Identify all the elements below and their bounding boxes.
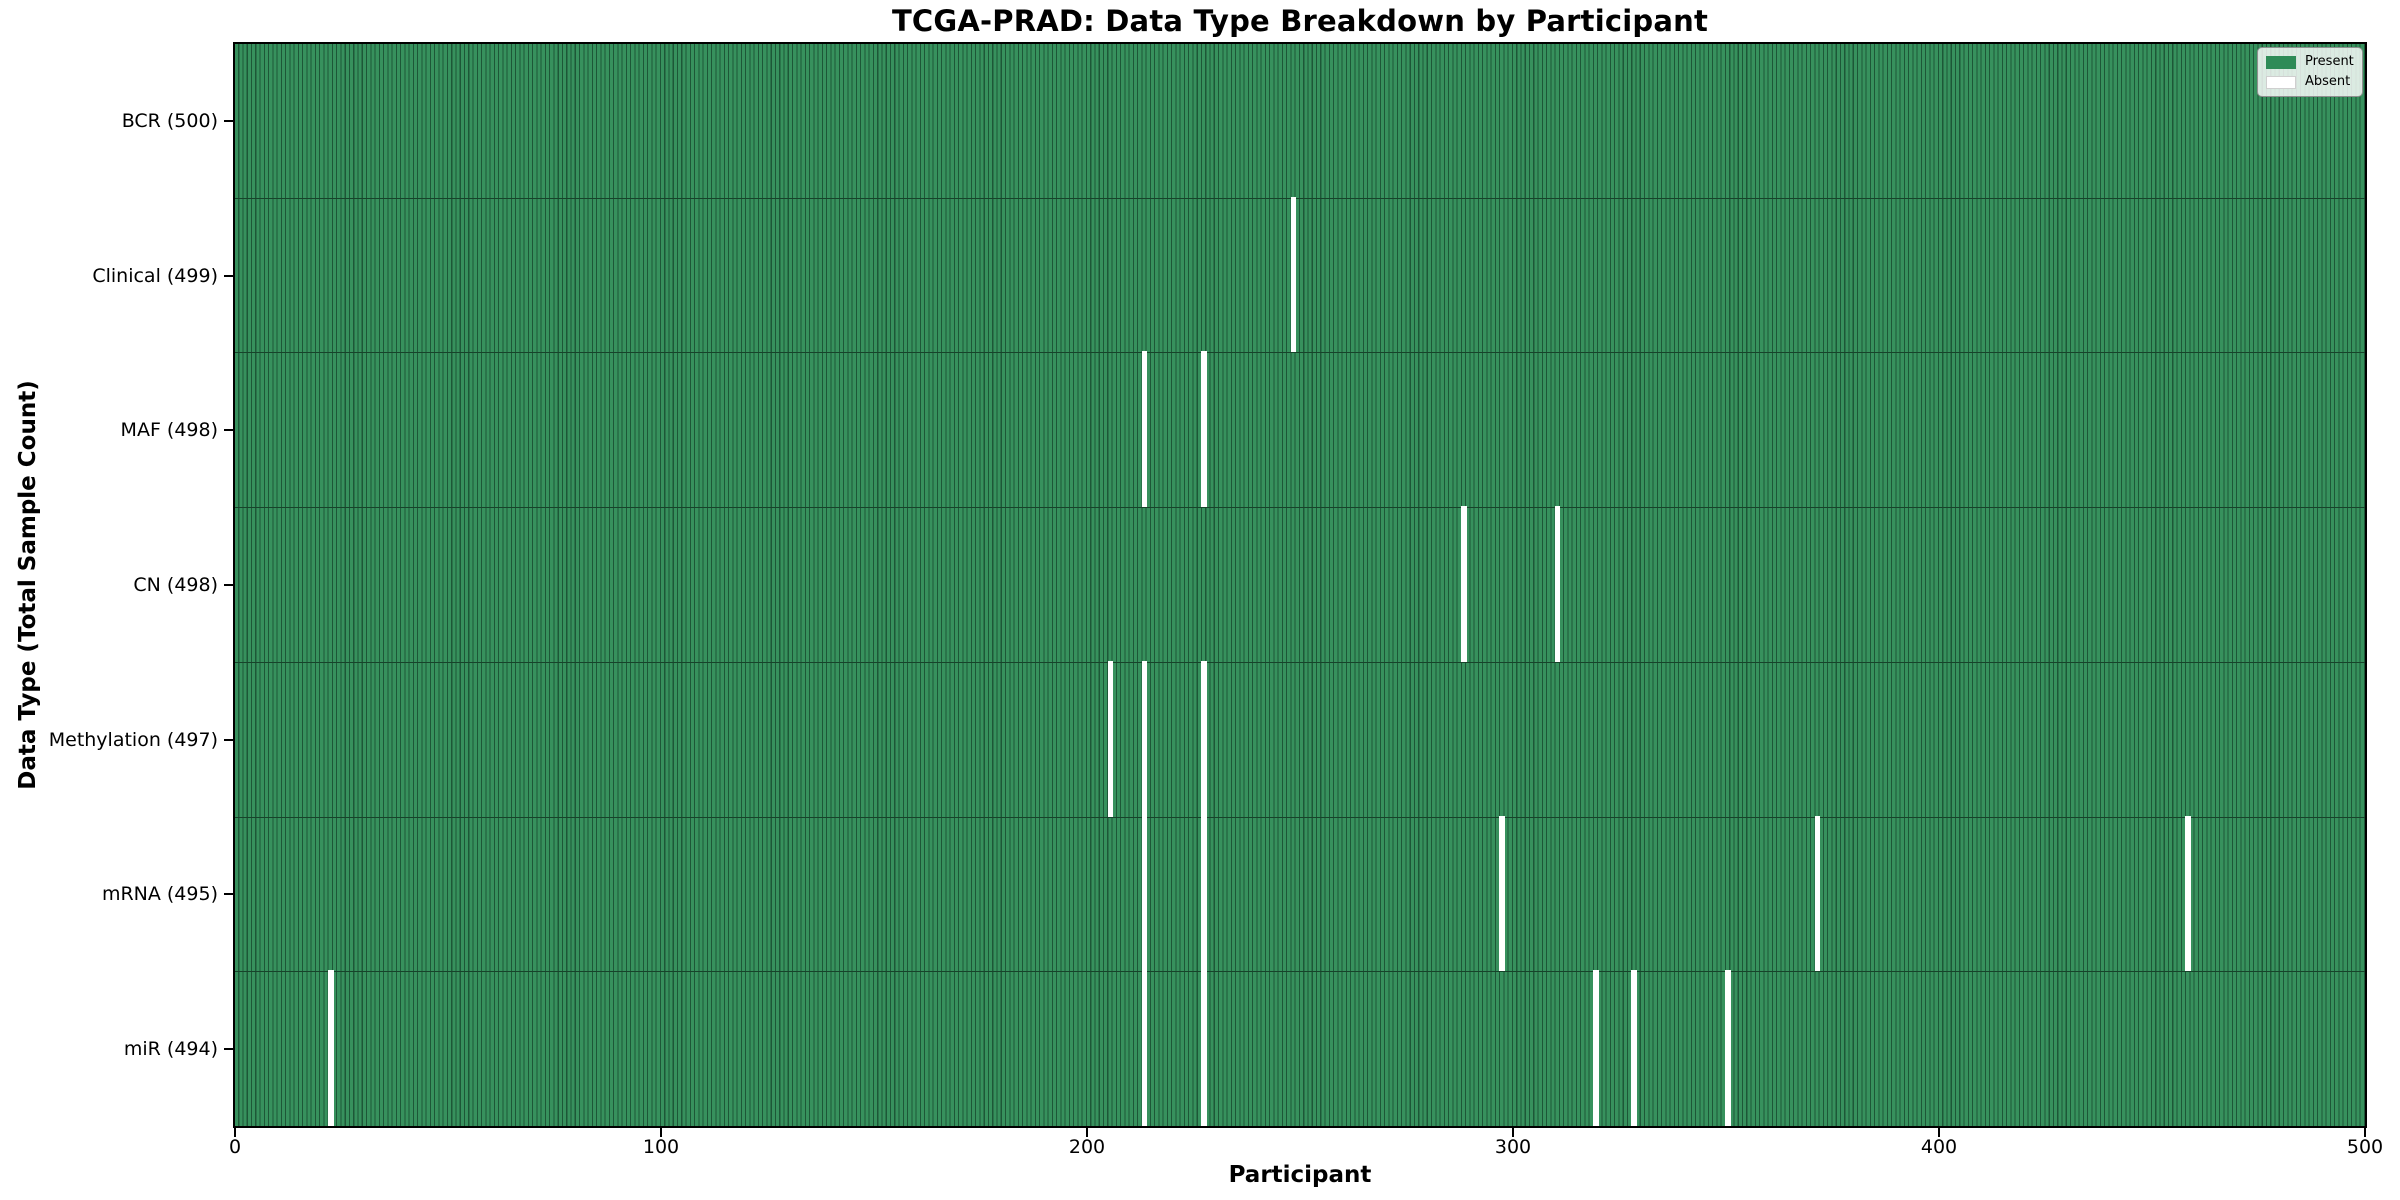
x-tick-label: 200 <box>1068 1136 1106 1158</box>
absent-swatch <box>2266 75 2296 89</box>
y-tick-label: MAF (498) <box>120 419 218 442</box>
legend-entry-present: Present <box>2266 55 2354 69</box>
chart-title: TCGA-PRAD: Data Type Breakdown by Partic… <box>891 4 1709 38</box>
x-tick-label: 0 <box>228 1136 242 1158</box>
plot-area <box>233 42 2367 1128</box>
y-tick-mark <box>224 120 233 123</box>
absent-gap <box>1141 970 1148 1126</box>
x-tick-mark <box>234 1128 236 1137</box>
absent-gap <box>1201 970 1207 1126</box>
absent-gap <box>1725 970 1731 1126</box>
x-tick-label: 500 <box>2346 1136 2384 1158</box>
y-tick-mark <box>224 274 233 277</box>
x-tick-label: 300 <box>1494 1136 1532 1158</box>
x-tick-mark <box>660 1128 662 1137</box>
absent-gap <box>327 970 334 1126</box>
data-type-row-cn <box>235 506 2365 663</box>
x-tick-mark <box>1086 1128 1088 1137</box>
y-tick-label: mRNA (495) <box>101 883 218 906</box>
present-swatch <box>2266 55 2296 69</box>
y-tick-label: miR (494) <box>123 1037 218 1060</box>
absent-gap <box>1461 506 1467 663</box>
legend-label-present: Present <box>2305 54 2354 69</box>
data-type-row-mir <box>235 970 2365 1126</box>
absent-gap <box>1107 660 1114 818</box>
y-tick-mark <box>224 1047 233 1050</box>
x-tick-mark <box>1938 1128 1940 1137</box>
y-tick-mark <box>224 893 233 896</box>
y-tick-label: BCR (500) <box>121 110 218 133</box>
absent-gap <box>1631 970 1638 1126</box>
y-tick-label: Clinical (499) <box>92 264 218 287</box>
absent-gap <box>1593 970 1599 1126</box>
legend-label-absent: Absent <box>2305 74 2351 89</box>
y-tick-label: CN (498) <box>133 574 218 596</box>
absent-gap <box>1499 815 1505 973</box>
y-tick-label: Methylation (497) <box>48 728 218 751</box>
data-type-row-maf <box>235 351 2365 509</box>
legend: Present Absent <box>2257 47 2363 97</box>
absent-gap <box>1201 351 1207 509</box>
data-type-row-methylation <box>235 660 2365 818</box>
y-tick-mark <box>224 738 233 741</box>
y-tick-mark <box>224 429 233 432</box>
absent-gap <box>1141 660 1148 818</box>
absent-gap <box>1141 815 1148 973</box>
absent-gap <box>1201 660 1207 818</box>
x-tick-label: 100 <box>642 1136 680 1158</box>
absent-gap <box>1290 196 1297 354</box>
data-type-row-clinical <box>235 196 2365 354</box>
x-axis-label: Participant <box>1228 1162 1372 1188</box>
legend-entry-absent: Absent <box>2266 75 2354 89</box>
absent-gap <box>1554 506 1561 663</box>
data-type-row-bcr <box>235 44 2365 198</box>
x-tick-mark <box>1512 1128 1514 1137</box>
absent-gap <box>1141 351 1148 509</box>
x-tick-label: 400 <box>1920 1136 1958 1158</box>
absent-gap <box>1814 815 1821 973</box>
absent-gap <box>2185 815 2191 973</box>
y-tick-mark <box>224 584 233 586</box>
x-tick-mark <box>2364 1128 2366 1137</box>
absent-gap <box>1201 815 1207 973</box>
data-type-row-mrna <box>235 815 2365 973</box>
